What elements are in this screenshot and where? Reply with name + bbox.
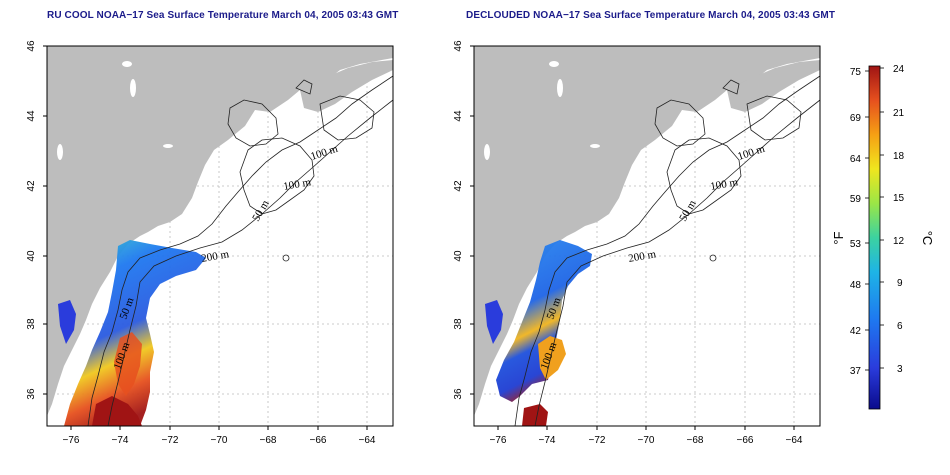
lat-tick-label: 44: [26, 110, 37, 122]
celsius-tick-label: 15: [893, 193, 905, 204]
celsius-tick-label: 12: [893, 236, 905, 247]
lon-tick-label: −64: [359, 435, 376, 446]
left-map-lon-ticks: [70, 426, 368, 430]
right-map-lat-labels: 46 44 42 40 38 36: [453, 40, 464, 400]
fahrenheit-tick-label: 37: [850, 366, 862, 377]
colorbar-gradient: [868, 65, 881, 410]
colorbar: 75 69 64 59 53 48 42 37 24 21 18 15 12 9…: [831, 64, 935, 410]
contour-label: 200 m: [200, 248, 230, 265]
right-map-lon-labels: −76 −74 −72 −70 −68 −66 −64: [490, 435, 803, 446]
right-map-warm-core: [538, 336, 566, 380]
lon-tick-label: −68: [260, 435, 277, 446]
colorbar-fahrenheit-labels: 75 69 64 59 53 48 42 37: [850, 67, 862, 377]
left-map-title: RU COOL NOAA−17 Sea Surface Temperature …: [47, 10, 399, 21]
right-map-lakes: [484, 61, 600, 160]
left-map-land: [47, 46, 393, 416]
right-map-hot-core: [522, 404, 548, 426]
fahrenheit-tick-label: 64: [850, 154, 862, 165]
lat-tick-label: 36: [26, 388, 37, 400]
contour-label: 200 m: [627, 248, 657, 265]
lon-tick-label: −76: [63, 435, 80, 446]
fahrenheit-tick-label: 75: [850, 67, 862, 78]
colorbar-celsius-labels: 24 21 18 15 12 9 6 3: [893, 64, 905, 375]
left-map-lon-labels: −76 −74 −72 −70 −68 −66 −64: [63, 435, 376, 446]
fahrenheit-unit-label: °F: [831, 231, 846, 244]
right-map-bathymetry-contours: [514, 75, 821, 427]
right-map-frame: [473, 45, 821, 427]
colorbar-celsius-ticks: [880, 67, 884, 369]
lat-tick-label: 38: [26, 318, 37, 330]
lat-tick-label: 46: [26, 40, 37, 52]
left-map-sst-swath: [64, 240, 206, 426]
lat-tick-label: 40: [453, 250, 464, 262]
fahrenheit-tick-label: 69: [850, 113, 862, 124]
left-map-nova-scotia: [300, 60, 393, 112]
left-map-lakes: [57, 61, 173, 160]
lon-tick-label: −70: [638, 435, 655, 446]
fahrenheit-tick-label: 59: [850, 194, 862, 205]
left-map: 100 m 100 m 50 m 200 m 50 m 100 m −76 −7…: [26, 40, 394, 446]
contour-label: 100 m: [282, 176, 312, 193]
lon-tick-label: −64: [786, 435, 803, 446]
right-map-gridlines: [474, 46, 820, 426]
fahrenheit-tick-label: 48: [850, 280, 862, 291]
fahrenheit-tick-label: 53: [850, 239, 862, 250]
celsius-tick-label: 9: [897, 278, 903, 289]
lat-tick-label: 42: [26, 180, 37, 192]
celsius-tick-label: 18: [893, 151, 905, 162]
lat-tick-label: 40: [26, 250, 37, 262]
right-map-bay: [485, 300, 503, 344]
lon-tick-label: −76: [490, 435, 507, 446]
lon-tick-label: −72: [162, 435, 179, 446]
celsius-tick-label: 3: [897, 364, 903, 375]
right-map: 100 m 100 m 50 m 200 m 50 m 100 m −76 −7…: [453, 40, 821, 446]
right-map-nova-scotia: [727, 60, 820, 112]
lat-tick-label: 38: [453, 318, 464, 330]
celsius-unit-label: °C: [920, 231, 935, 246]
left-map-gridlines: [47, 46, 393, 426]
lon-tick-label: −68: [687, 435, 704, 446]
left-map-lat-labels: 46 44 42 40 38 36: [26, 40, 37, 400]
right-map-title: DECLOUDED NOAA−17 Sea Surface Temperatur…: [466, 10, 836, 21]
lat-tick-label: 44: [453, 110, 464, 122]
left-map-frame: [46, 45, 394, 427]
left-map-lat-ticks: [43, 45, 47, 395]
celsius-tick-label: 6: [897, 321, 903, 332]
celsius-tick-label: 24: [893, 64, 905, 75]
lon-tick-label: −66: [737, 435, 754, 446]
right-map-land: [474, 46, 820, 416]
lat-tick-label: 42: [453, 180, 464, 192]
left-map-warm-core: [114, 332, 142, 396]
celsius-tick-label: 21: [893, 108, 905, 119]
lon-tick-label: −74: [112, 435, 129, 446]
lat-tick-label: 36: [453, 388, 464, 400]
lon-tick-label: −70: [211, 435, 228, 446]
left-map-bathymetry-contours: [87, 75, 394, 427]
right-map-lon-ticks: [497, 426, 795, 430]
left-map-hot-core: [92, 396, 142, 426]
lon-tick-label: −74: [539, 435, 556, 446]
fahrenheit-tick-label: 42: [850, 326, 862, 337]
lat-tick-label: 46: [453, 40, 464, 52]
lon-tick-label: −66: [310, 435, 327, 446]
colorbar-fahrenheit-ticks: [865, 70, 869, 371]
left-map-bay: [58, 300, 76, 344]
lon-tick-label: −72: [589, 435, 606, 446]
contour-label: 100 m: [709, 176, 739, 193]
right-map-lat-ticks: [470, 45, 474, 395]
